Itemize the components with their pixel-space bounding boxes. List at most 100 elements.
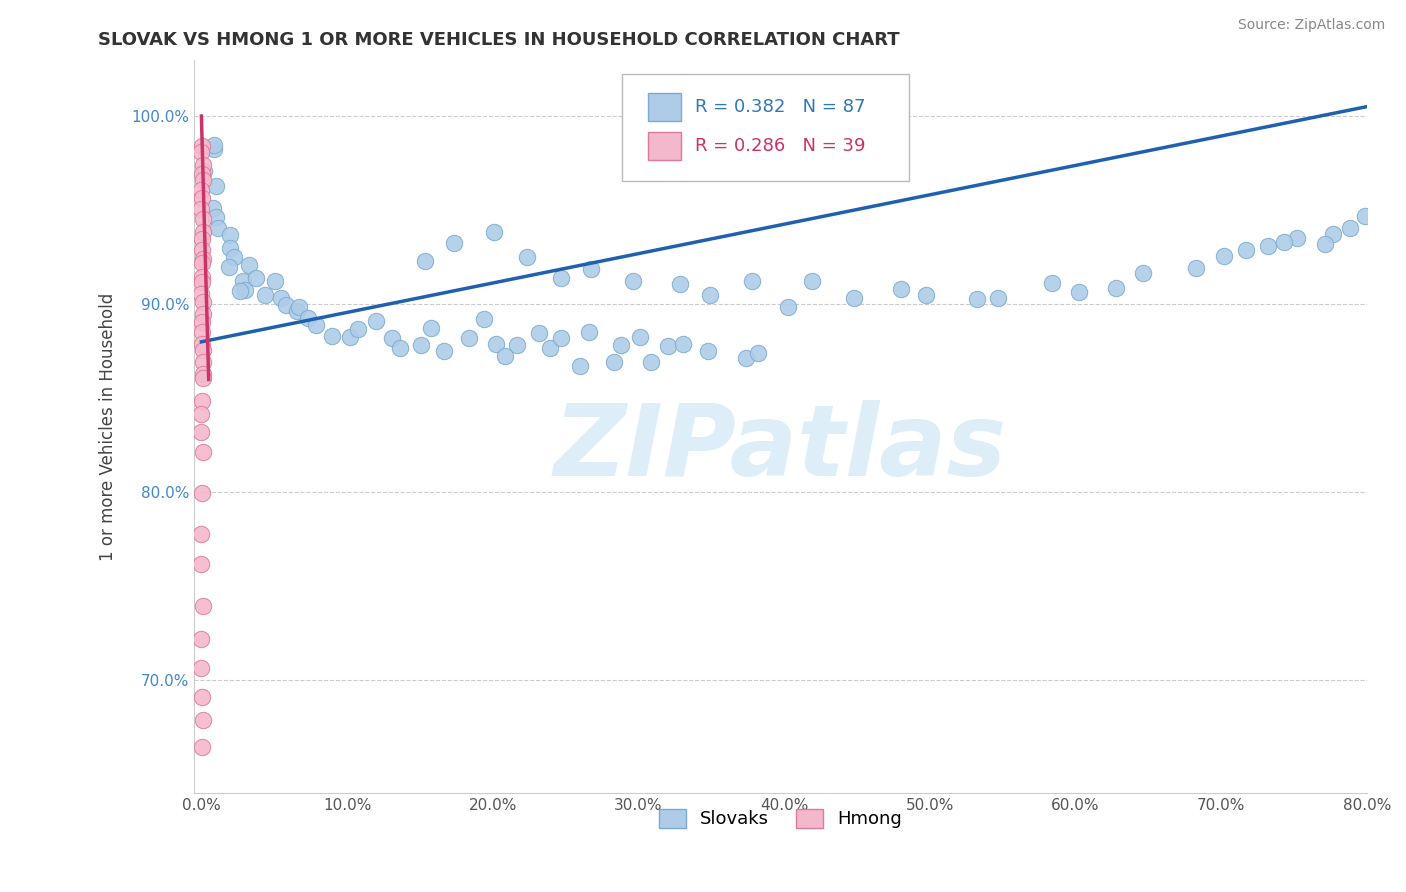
- Point: [191, 690, 214, 704]
- Point: [628, 329, 651, 343]
- Point: [191, 295, 214, 310]
- Point: [191, 713, 214, 727]
- Point: [482, 225, 505, 239]
- Point: [1354, 209, 1376, 223]
- Point: [1132, 266, 1154, 280]
- Point: [1365, 211, 1388, 225]
- Point: [443, 235, 465, 250]
- Point: [776, 300, 799, 314]
- Point: [191, 740, 214, 755]
- Point: [270, 291, 292, 305]
- Point: [1272, 235, 1295, 249]
- Point: [800, 274, 823, 288]
- Point: [190, 145, 212, 159]
- Point: [1184, 261, 1206, 276]
- Point: [204, 179, 226, 194]
- Point: [699, 287, 721, 301]
- Point: [506, 338, 529, 352]
- Point: [381, 330, 404, 344]
- Point: [621, 274, 644, 288]
- Point: [1256, 239, 1278, 253]
- Point: [516, 250, 538, 264]
- Point: [245, 271, 267, 285]
- Point: [579, 262, 602, 277]
- Point: [1104, 281, 1126, 295]
- Point: [190, 202, 212, 216]
- Point: [527, 326, 550, 341]
- Point: [190, 660, 212, 674]
- Point: [191, 337, 214, 351]
- Legend: Slovaks, Hmong: Slovaks, Hmong: [651, 802, 910, 836]
- Point: [696, 344, 718, 359]
- Point: [672, 336, 695, 351]
- Point: [205, 210, 228, 224]
- Point: [202, 201, 225, 215]
- Point: [747, 345, 769, 359]
- Point: [191, 256, 214, 270]
- Point: [219, 241, 242, 255]
- Point: [190, 526, 212, 541]
- Point: [229, 284, 252, 298]
- Point: [288, 300, 311, 314]
- Point: [232, 274, 254, 288]
- Point: [734, 351, 756, 366]
- Point: [224, 250, 246, 264]
- Point: [253, 287, 276, 301]
- Point: [191, 225, 214, 239]
- Point: [1212, 249, 1234, 263]
- Point: [966, 292, 988, 306]
- Point: [191, 167, 214, 181]
- Point: [191, 371, 214, 385]
- FancyBboxPatch shape: [648, 93, 681, 120]
- FancyBboxPatch shape: [621, 74, 910, 181]
- Point: [191, 252, 214, 266]
- Point: [191, 486, 214, 500]
- Text: R = 0.286   N = 39: R = 0.286 N = 39: [695, 137, 865, 155]
- Point: [603, 354, 626, 368]
- Point: [191, 269, 214, 284]
- Point: [610, 338, 633, 352]
- Text: R = 0.382   N = 87: R = 0.382 N = 87: [695, 97, 865, 116]
- Point: [191, 599, 214, 613]
- Y-axis label: 1 or more Vehicles in Household: 1 or more Vehicles in Household: [100, 293, 117, 560]
- Point: [191, 355, 214, 369]
- Point: [669, 277, 692, 292]
- Point: [238, 258, 260, 272]
- Point: [218, 260, 240, 275]
- Point: [1398, 209, 1406, 223]
- Point: [389, 341, 412, 355]
- Point: [305, 318, 328, 333]
- Point: [550, 331, 572, 345]
- Point: [457, 331, 479, 345]
- Point: [190, 326, 212, 340]
- Point: [411, 338, 433, 352]
- Point: [276, 298, 298, 312]
- Point: [191, 307, 214, 321]
- Point: [191, 315, 214, 329]
- Point: [190, 183, 212, 197]
- Point: [339, 330, 361, 344]
- Point: [297, 311, 319, 326]
- Point: [191, 393, 214, 408]
- Text: SLOVAK VS HMONG 1 OR MORE VEHICLES IN HOUSEHOLD CORRELATION CHART: SLOVAK VS HMONG 1 OR MORE VEHICLES IN HO…: [98, 31, 900, 49]
- Point: [207, 221, 229, 235]
- Point: [190, 558, 212, 572]
- Point: [347, 322, 370, 336]
- Point: [219, 228, 242, 243]
- Point: [1339, 220, 1361, 235]
- Point: [191, 343, 214, 357]
- Point: [190, 286, 212, 301]
- Point: [413, 254, 436, 268]
- Point: [485, 336, 508, 351]
- Point: [263, 274, 285, 288]
- Point: [191, 173, 214, 187]
- Point: [233, 283, 256, 297]
- Point: [1313, 236, 1336, 251]
- Point: [640, 355, 662, 369]
- Point: [191, 212, 214, 227]
- Point: [190, 191, 212, 205]
- Point: [190, 632, 212, 647]
- Point: [202, 137, 225, 152]
- Point: [191, 367, 214, 381]
- Point: [987, 291, 1010, 305]
